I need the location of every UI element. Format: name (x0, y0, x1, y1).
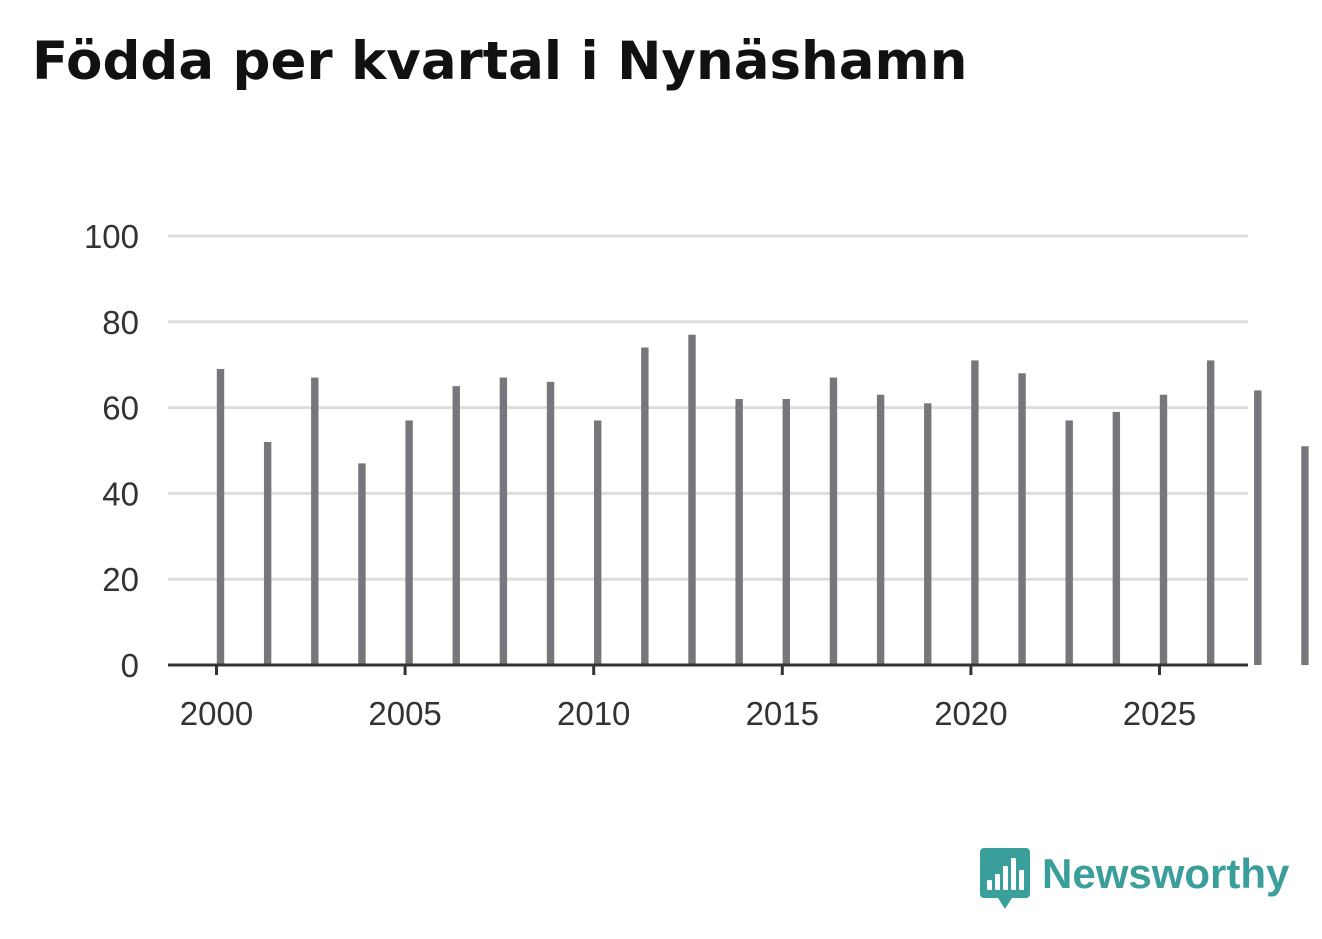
bar (924, 403, 932, 665)
bar (876, 394, 885, 665)
bar (1065, 420, 1073, 665)
y-tick-label: 80 (102, 304, 139, 341)
bar (263, 441, 272, 665)
x-axis-ticks: 2000 2005 2010 2015 2020 2025 (180, 665, 1196, 732)
x-tick-label: 2020 (934, 695, 1007, 732)
bar (216, 368, 225, 665)
x-tick-label: 2025 (1123, 695, 1196, 732)
y-tick-label: 60 (102, 390, 139, 427)
bar (358, 463, 366, 665)
bar (971, 360, 979, 665)
logo-text: Newsworthy (1042, 850, 1290, 897)
grid-lines (168, 234, 1248, 581)
x-tick-label: 2010 (557, 695, 630, 732)
bar (1018, 373, 1026, 665)
x-tick-label: 2015 (746, 695, 819, 732)
newsworthy-logo: Newsworthy (980, 848, 1289, 910)
y-tick-label: 40 (102, 475, 139, 512)
bars (216, 334, 1309, 665)
bar (735, 399, 743, 665)
x-tick-label: 2005 (368, 695, 441, 732)
y-axis-ticks: 0 20 40 60 80 100 (84, 218, 139, 684)
bar (452, 386, 460, 665)
page-title: Födda per kvartal i Nynäshamn (32, 31, 968, 92)
bar (546, 381, 555, 665)
bar (499, 377, 508, 665)
y-tick-label: 20 (102, 561, 139, 598)
bar (782, 399, 790, 665)
bar (688, 334, 696, 665)
bar (1301, 446, 1309, 665)
bar (641, 347, 649, 665)
y-tick-label: 100 (84, 218, 139, 255)
bar (1159, 394, 1168, 665)
x-tick-label: 2000 (180, 695, 253, 732)
bar (405, 420, 413, 665)
y-tick-label: 0 (121, 647, 139, 684)
bar (829, 377, 838, 665)
bar-chart-speech-bubble-icon (980, 848, 1030, 909)
bar (594, 420, 602, 665)
bar (1254, 390, 1262, 665)
bar (311, 377, 319, 665)
bar (1112, 411, 1121, 665)
bar (1206, 360, 1215, 665)
